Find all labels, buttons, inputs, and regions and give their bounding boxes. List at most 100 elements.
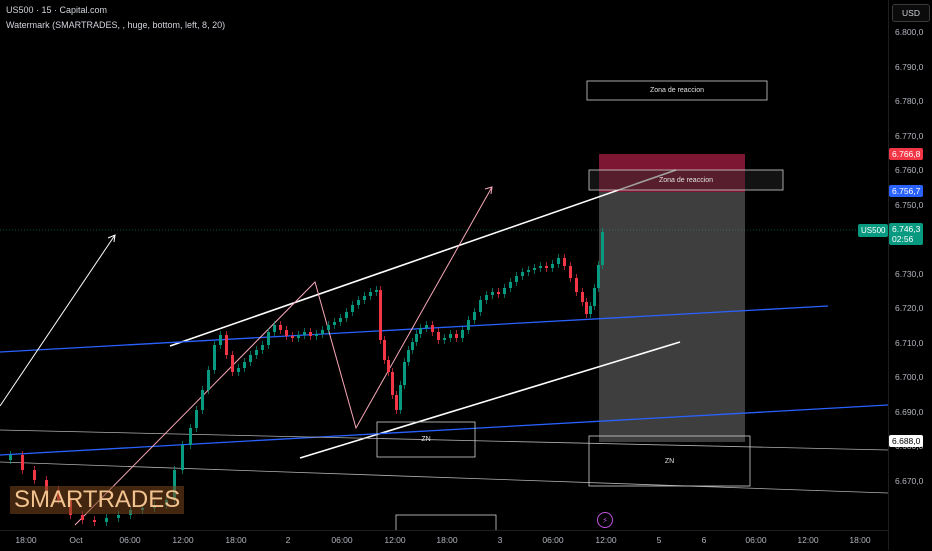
candle-body: [117, 515, 120, 518]
candle-body: [419, 328, 422, 334]
candle-body: [363, 296, 366, 300]
position-stop-zone: [599, 154, 745, 192]
candle-body: [601, 232, 604, 265]
gray-line-1: [0, 429, 888, 451]
candle-body: [357, 300, 360, 305]
candle-body: [351, 305, 354, 312]
candle-body: [9, 455, 12, 460]
candle-body: [509, 282, 512, 288]
candle-body: [45, 480, 48, 490]
time-tick: 18:00: [436, 535, 458, 545]
time-tick: 12:00: [797, 535, 819, 545]
candle-body: [267, 332, 270, 345]
zn-label-right: ZN: [664, 457, 675, 465]
price-tick: 6.710,0: [895, 337, 924, 348]
chart-canvas[interactable]: [0, 0, 888, 530]
current-price-value: 6.746,3: [892, 224, 921, 234]
candle-body: [33, 470, 36, 480]
price-badge-current: 6.746,3 02:56: [889, 223, 924, 245]
candle-body: [551, 264, 554, 268]
price-tick: 6.770,0: [895, 130, 924, 141]
candle-body: [479, 300, 482, 312]
candle-body: [431, 325, 434, 332]
candle-body: [345, 312, 348, 318]
symbol-title[interactable]: US500 · 15 · Capital.com: [6, 5, 108, 15]
candle-body: [225, 335, 228, 355]
candle-body: [273, 325, 276, 332]
candle-body: [201, 390, 204, 410]
candle-body: [291, 336, 294, 338]
candle-body: [297, 335, 300, 338]
candle-body: [339, 318, 342, 322]
time-tick: 06:00: [331, 535, 353, 545]
pink-arrow-head: [484, 186, 493, 195]
candle-body: [255, 350, 258, 355]
blue-trendline-upper: [0, 305, 829, 353]
lightning-icon[interactable]: ⚡: [597, 512, 613, 528]
time-tick: 18:00: [15, 535, 37, 545]
price-tick: 6.720,0: [895, 303, 924, 313]
candle-body: [545, 266, 548, 268]
candle-body: [261, 345, 264, 350]
candle-body: [515, 276, 518, 282]
time-axis[interactable]: [0, 530, 888, 551]
zn-label-left: ZN: [421, 436, 431, 443]
candle-body: [539, 266, 542, 268]
candle-body: [333, 322, 336, 325]
candle-body: [497, 292, 500, 294]
arrow-line-left: [0, 234, 116, 407]
candle-body: [81, 515, 84, 520]
candle-body: [503, 288, 506, 294]
price-tick: 6.670,0: [895, 475, 924, 486]
channel-upper-line: [169, 169, 677, 347]
candle-body: [399, 385, 402, 410]
candle-body: [391, 372, 394, 395]
candle-body: [575, 278, 578, 292]
candle-body: [249, 355, 252, 362]
candle-body: [237, 368, 240, 372]
candle-countdown: 02:56: [892, 234, 914, 244]
time-tick: 2: [285, 535, 291, 545]
chart-area[interactable]: US500 · 15 · Capital.com Watermark (SMAR…: [0, 0, 888, 530]
candle-body: [411, 342, 414, 350]
price-tick: 6.700,0: [895, 372, 924, 382]
zn-box-left: [376, 421, 476, 458]
price-badge-entry: 6.756,7: [889, 185, 924, 197]
candle-body: [21, 455, 24, 470]
time-tick: 12:00: [384, 535, 406, 545]
currency-button[interactable]: USD: [892, 4, 930, 22]
price-tick: 6.760,0: [895, 165, 924, 175]
price-tick: 6.730,0: [895, 268, 924, 279]
symbol-price-tag: US500: [858, 224, 888, 237]
candle-body: [379, 290, 382, 340]
candle-body: [585, 302, 588, 314]
candle-body: [219, 335, 222, 345]
price-axis[interactable]: [888, 0, 932, 550]
candle-body: [449, 334, 452, 338]
price-tick: 6.690,0: [895, 406, 924, 417]
candle-body: [533, 268, 536, 270]
candle-body: [521, 272, 524, 276]
candle-body: [467, 320, 470, 330]
candle-body: [415, 334, 418, 342]
time-tick: 12:00: [595, 535, 617, 545]
candle-body: [443, 338, 446, 340]
candle-body: [593, 288, 596, 306]
price-tick: 6.780,0: [895, 96, 924, 106]
watermark-text: SMARTRADES: [10, 486, 185, 514]
candle-body: [455, 334, 458, 338]
candle-body: [327, 325, 330, 330]
candle-body: [557, 258, 560, 264]
candle-body: [527, 270, 530, 272]
price-tick: 6.790,0: [895, 61, 924, 72]
indicator-legend[interactable]: Watermark (SMARTRADES, , huge, bottom, l…: [6, 20, 226, 30]
arrow-head-left: [107, 234, 116, 243]
candle-body: [563, 258, 566, 266]
price-tick: 6.750,0: [895, 199, 924, 210]
candle-body: [461, 330, 464, 338]
candle-body: [195, 410, 198, 428]
candle-body: [437, 332, 440, 340]
zn-box-bottom: [395, 514, 497, 530]
candle-body: [383, 340, 386, 360]
candle-body: [309, 332, 312, 336]
